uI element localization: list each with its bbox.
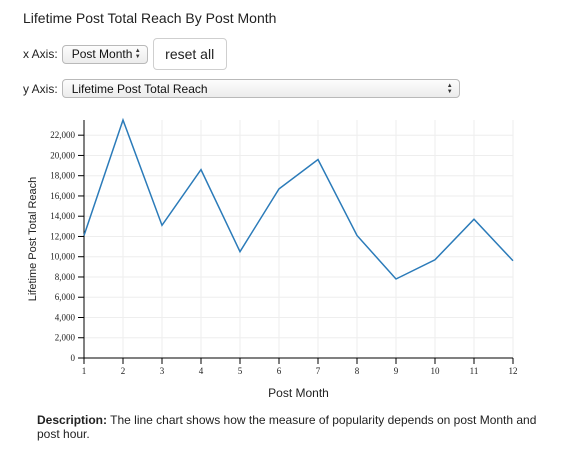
y-tick-label: 8,000 [55,272,76,282]
y-tick-label: 2,000 [55,333,76,343]
y-axis-select[interactable]: Lifetime Post Total Reach ▲ ▼ [61,79,460,98]
select-arrows-icon: ▲ ▼ [446,82,453,95]
x-tick-label: 6 [277,366,282,376]
y-tick-label: 0 [71,353,76,363]
y-tick-label: 10,000 [50,252,75,262]
x-axis-select-value: Post Month [71,47,133,61]
y-axis: 0 2,000 4,000 6,000 8,000 10,000 12,000 14,000 1… [50,120,85,363]
description-text: The line chart shows how the measure of … [37,413,537,441]
x-axis-control: x Axis: Post Month ▲ ▼ reset all [23,38,227,70]
y-tick-label: 6,000 [55,292,76,302]
series-line [83,117,514,280]
chart-series [83,117,514,280]
chart-grid [83,120,514,359]
reset-all-button[interactable]: reset all [152,38,227,70]
x-tick-label: 11 [470,366,479,376]
x-tick-label: 8 [355,366,360,376]
x-axis-title: Post Month [268,386,329,400]
x-tick-label: 7 [316,366,321,376]
description: Description: The line chart shows how th… [37,413,552,441]
x-tick-label: 4 [199,366,204,376]
x-tick-label: 5 [238,366,243,376]
x-tick-label: 3 [160,366,165,376]
y-tick-label: 20,000 [50,150,75,160]
x-axis-select[interactable]: Post Month ▲ ▼ [61,44,148,64]
line-chart: 0 2,000 4,000 6,000 8,000 10,000 12,000 14,000 1… [27,117,518,400]
chart-title: Lifetime Post Total Reach By Post Month [23,10,277,26]
y-axis-title: Lifetime Post Total Reach [27,177,39,302]
y-axis-select-value: Lifetime Post Total Reach [71,81,208,96]
x-axis-label: x Axis: [23,47,58,61]
x-tick-label: 9 [394,366,399,376]
x-tick-label: 2 [121,366,126,376]
x-tick-label: 1 [82,366,87,376]
x-axis: 1 2 3 4 5 6 7 8 9 10 11 12 [82,357,518,376]
y-tick-label: 18,000 [50,171,75,181]
x-tick-label: 12 [509,366,518,376]
y-tick-label: 22,000 [50,130,75,140]
y-tick-label: 4,000 [55,312,76,322]
y-tick-label: 14,000 [50,211,75,221]
y-axis-label: y Axis: [23,81,58,96]
y-axis-control: y Axis: Lifetime Post Total Reach ▲ ▼ [23,79,460,98]
x-tick-label: 10 [431,366,441,376]
select-arrows-icon: ▲ ▼ [134,48,141,60]
description-label: Description: [37,413,108,427]
y-tick-label: 16,000 [50,191,75,201]
y-tick-label: 12,000 [50,231,75,241]
